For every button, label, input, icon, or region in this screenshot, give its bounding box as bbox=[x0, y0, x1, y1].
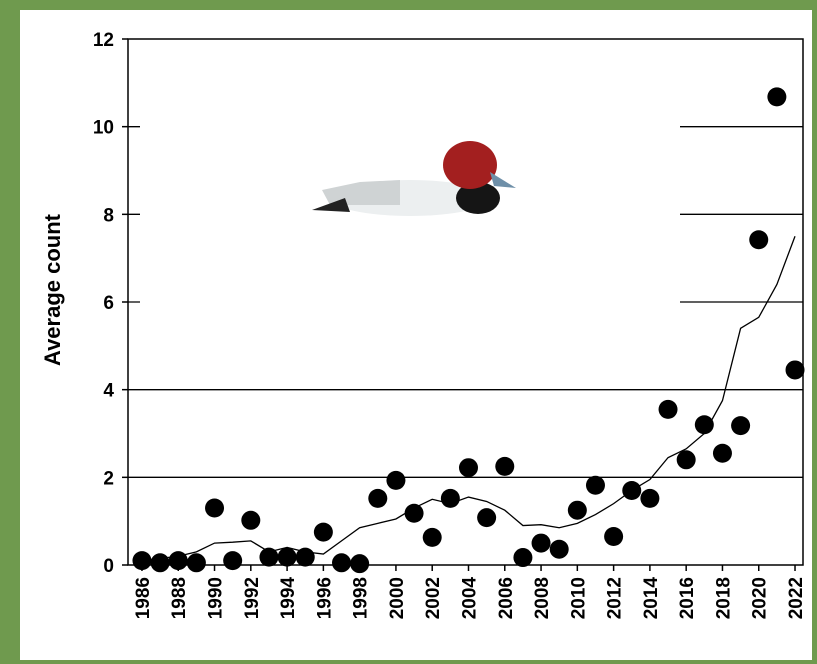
data-point bbox=[604, 527, 624, 547]
data-point bbox=[368, 488, 388, 508]
y-tick-label: 10 bbox=[93, 118, 114, 139]
data-point bbox=[731, 416, 751, 436]
x-tick-label: 2010 bbox=[568, 577, 589, 619]
y-tick-label: 2 bbox=[103, 468, 114, 489]
x-tick-label: 2002 bbox=[423, 577, 444, 619]
y-tick-label: 4 bbox=[103, 381, 114, 402]
y-tick-label: 6 bbox=[103, 293, 114, 314]
x-tick-label: 1990 bbox=[206, 577, 227, 619]
x-tick-label: 1996 bbox=[314, 577, 335, 619]
y-tick-label: 0 bbox=[103, 556, 114, 577]
x-tick-label: 2000 bbox=[387, 577, 408, 619]
x-tick-label: 2016 bbox=[677, 577, 698, 619]
data-point bbox=[132, 551, 152, 571]
data-point bbox=[205, 498, 225, 518]
data-point bbox=[404, 503, 424, 523]
data-point bbox=[350, 554, 370, 574]
x-tick-label: 1998 bbox=[351, 577, 372, 619]
data-point bbox=[694, 415, 714, 435]
y-tick-label: 12 bbox=[93, 30, 114, 51]
data-point bbox=[676, 450, 696, 470]
data-point bbox=[749, 230, 769, 250]
data-point bbox=[513, 548, 533, 568]
data-point bbox=[767, 87, 787, 107]
x-tick-label: 1992 bbox=[242, 577, 263, 619]
y-tick-label: 8 bbox=[103, 205, 114, 226]
x-tick-label: 2008 bbox=[532, 577, 553, 619]
data-point bbox=[223, 551, 243, 571]
x-tick-label: 1994 bbox=[278, 577, 299, 620]
x-tick-label: 1986 bbox=[133, 577, 154, 619]
data-point bbox=[295, 547, 315, 567]
x-tick-label: 2004 bbox=[459, 577, 480, 620]
x-tick-label: 2020 bbox=[750, 577, 771, 619]
data-point bbox=[332, 553, 352, 573]
data-point bbox=[458, 458, 478, 478]
data-point bbox=[241, 510, 261, 530]
x-tick-label: 2018 bbox=[713, 577, 734, 619]
data-point bbox=[640, 488, 660, 508]
data-point bbox=[585, 475, 605, 495]
data-point bbox=[567, 500, 587, 520]
x-tick-label: 2012 bbox=[605, 577, 626, 619]
data-point bbox=[440, 488, 460, 508]
x-tick-label: 2022 bbox=[786, 577, 807, 619]
duck-image bbox=[140, 110, 680, 330]
plot-area: 0 2 4 6 8 10 12 1986 1988 1990 1992 1994 1996 1998 200… bbox=[93, 30, 807, 619]
data-point bbox=[186, 553, 206, 573]
x-tick-label: 2014 bbox=[641, 577, 662, 620]
data-point bbox=[150, 553, 170, 573]
data-point bbox=[785, 360, 805, 380]
trend-line bbox=[141, 236, 796, 562]
data-point bbox=[658, 399, 678, 419]
data-point bbox=[422, 527, 442, 547]
data-point bbox=[277, 547, 297, 567]
plot-frame bbox=[127, 38, 804, 566]
data-point bbox=[477, 508, 497, 528]
x-tick-label: 2006 bbox=[496, 577, 517, 619]
x-tick-label: 1988 bbox=[169, 577, 190, 619]
data-point bbox=[549, 539, 569, 559]
data-point bbox=[531, 533, 551, 553]
data-point bbox=[168, 551, 188, 571]
data-point bbox=[622, 480, 642, 500]
data-point bbox=[313, 522, 333, 542]
data-point bbox=[259, 547, 279, 567]
data-point bbox=[386, 470, 406, 490]
data-point bbox=[495, 456, 515, 476]
data-point bbox=[712, 443, 732, 463]
y-axis-label: Average count bbox=[40, 213, 65, 366]
